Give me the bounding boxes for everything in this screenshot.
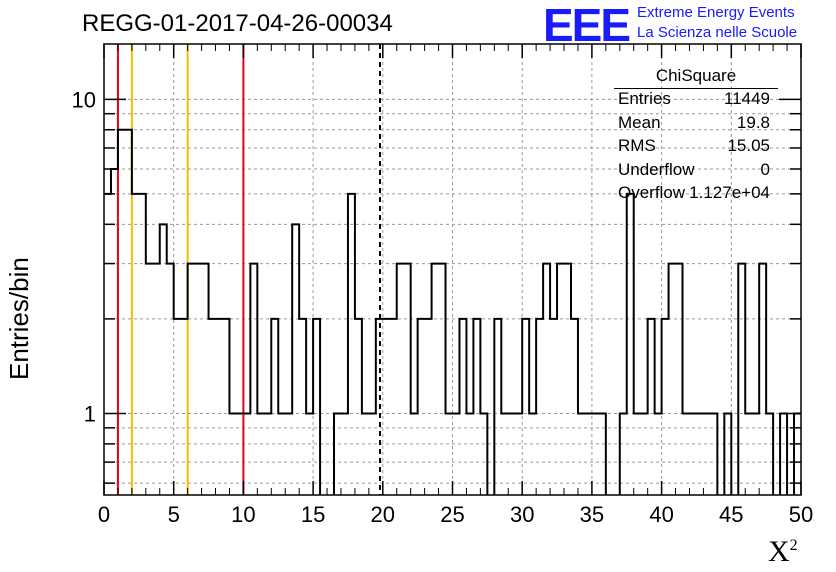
x-tick-label: 25 — [440, 502, 464, 527]
stats-key: Overflow — [618, 183, 686, 202]
x-tick-label: 40 — [649, 502, 673, 527]
stats-row-entries: Entries 11449 — [610, 89, 778, 113]
x-tick-label: 20 — [371, 502, 395, 527]
eee-logo: EEE — [543, 0, 631, 51]
stats-value: 19.8 — [736, 112, 770, 132]
x-tick-label: 45 — [719, 502, 743, 527]
x-axis-label: X2 — [768, 535, 798, 569]
x-tick-label: 15 — [301, 502, 325, 527]
y-axis-label: Entries/bin — [4, 257, 34, 380]
x-tick-label: 50 — [789, 502, 813, 527]
stats-row-mean: Mean 19.8 — [610, 113, 778, 137]
x-axis-label-text: X — [768, 535, 790, 568]
stats-box: ChiSquare Entries 11449 Mean 19.8 RMS 15.05… — [610, 66, 778, 207]
stats-value: 15.05 — [727, 136, 770, 155]
stats-row-overflow: Overflow 1.127e+04 — [610, 183, 778, 207]
x-axis-label-sup: 2 — [789, 537, 798, 554]
stats-key: Mean — [618, 112, 661, 132]
chart-title: REGG-01-2017-04-26-00034 — [82, 10, 393, 37]
brand-line-1: Extreme Energy Events — [637, 4, 795, 21]
x-tick-label: 30 — [510, 502, 534, 527]
y-tick-label: 1 — [84, 401, 96, 426]
histogram-series — [104, 128, 801, 495]
stats-value: 1.127e+04 — [689, 183, 770, 202]
x-tick-label: 0 — [98, 502, 110, 527]
brand-line-2: La Scienza nelle Scuole — [637, 24, 798, 41]
x-tick-label: 5 — [168, 502, 180, 527]
stats-key: Entries — [618, 89, 671, 108]
stats-value: 0 — [760, 159, 770, 179]
x-tick-label: 35 — [580, 502, 604, 527]
stats-key: Underflow — [618, 159, 695, 179]
y-tick-label: 10 — [72, 87, 96, 112]
x-tick-label: 10 — [231, 502, 255, 527]
stats-title: ChiSquare — [614, 66, 778, 89]
stats-key: RMS — [618, 136, 656, 155]
stats-row-rms: RMS 15.05 — [610, 136, 778, 160]
stats-value: 11449 — [723, 89, 770, 108]
stats-row-underflow: Underflow 0 — [610, 160, 778, 184]
